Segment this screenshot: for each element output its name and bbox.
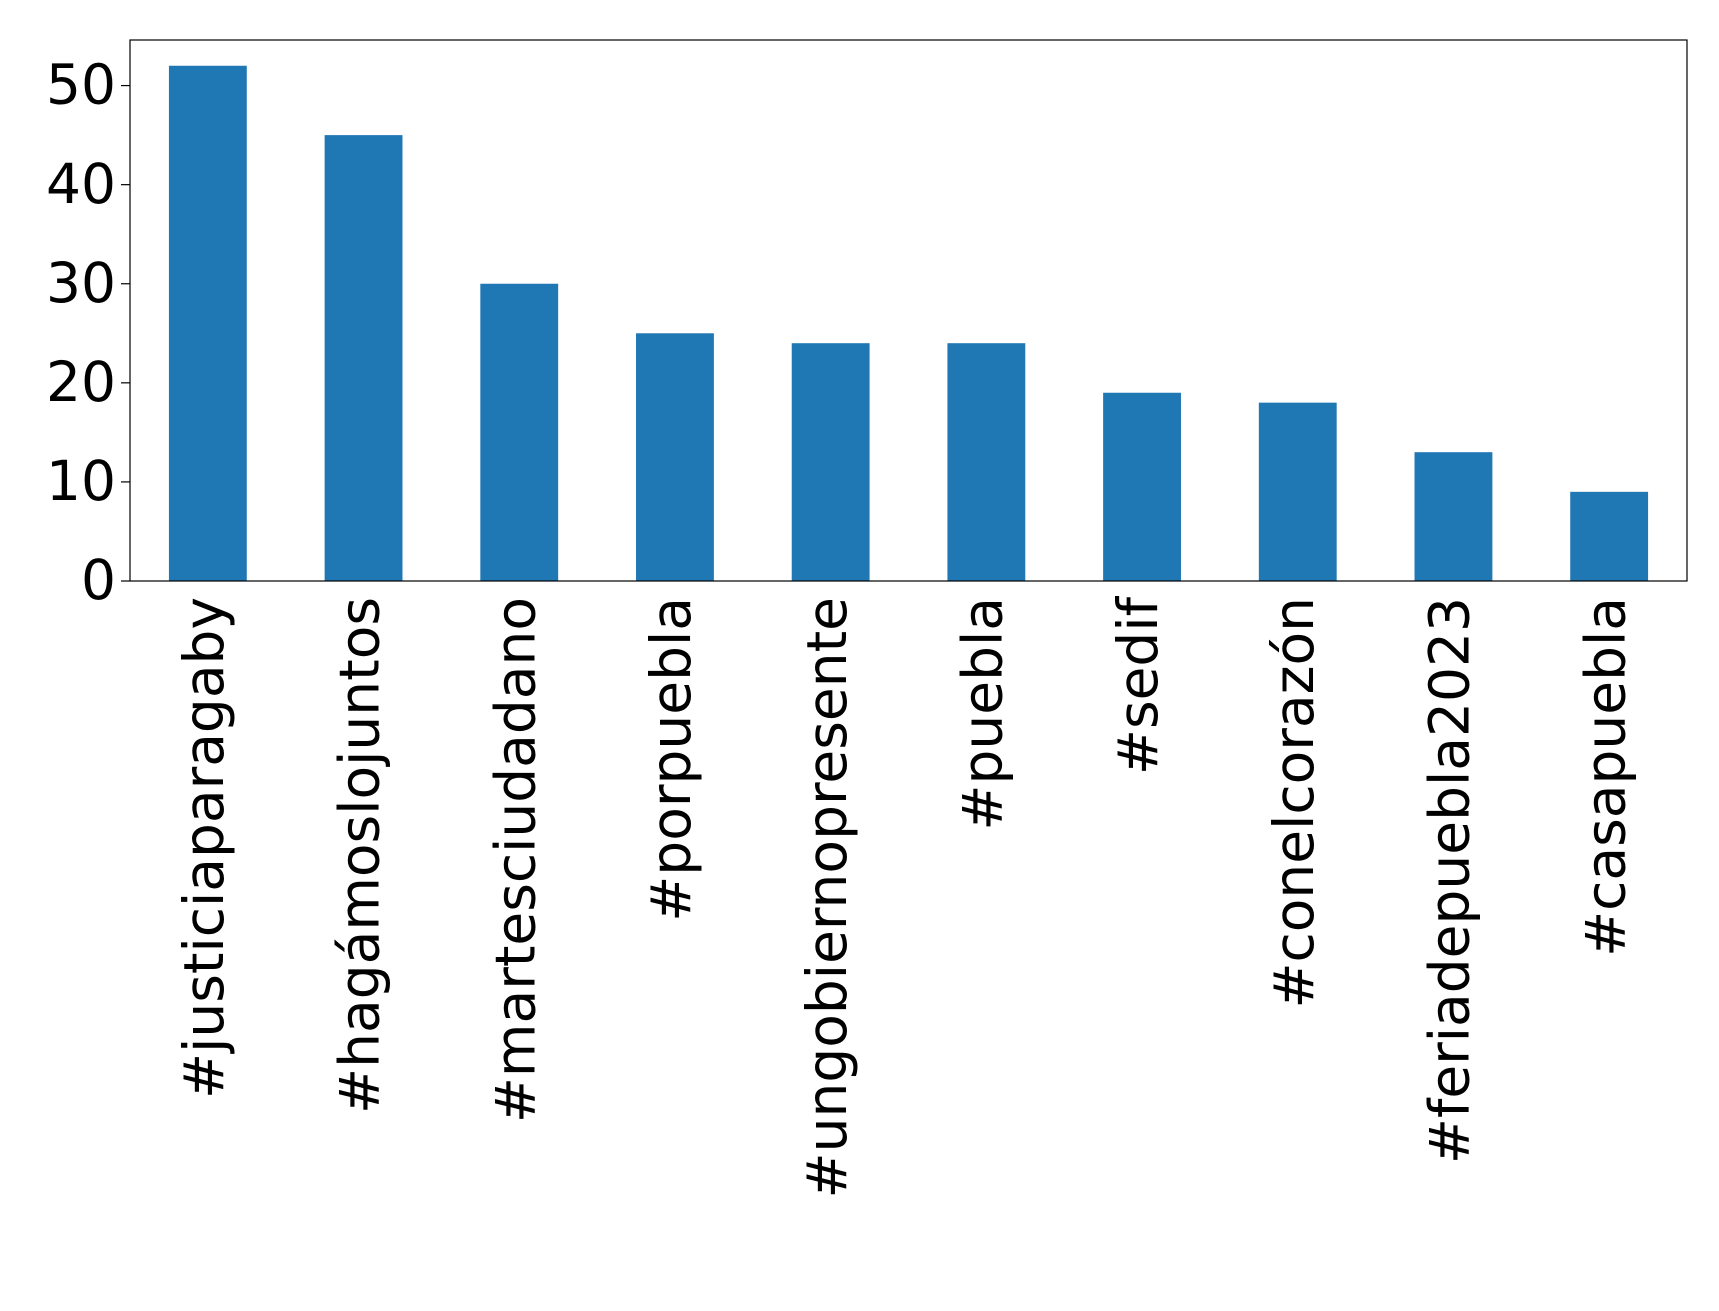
x-tick-label: #puebla — [950, 597, 1014, 831]
y-tick-label: 0 — [81, 548, 116, 612]
bar — [1103, 392, 1181, 581]
bar — [168, 65, 247, 581]
y-tick-label: 30 — [46, 251, 116, 315]
bar — [947, 343, 1026, 581]
x-tick-label: #martesciudadano — [483, 597, 547, 1123]
x-tick-label: #conelcorazón — [1262, 597, 1326, 1009]
y-tick-label: 20 — [46, 350, 116, 414]
x-tick-label: #justiciaparagaby — [172, 597, 236, 1099]
x-tick-label: #casapuebla — [1573, 597, 1637, 957]
bar — [636, 333, 714, 581]
bar — [791, 343, 870, 581]
bar — [324, 135, 403, 581]
bar — [1258, 402, 1337, 581]
x-tick-label: #porpuebla — [639, 597, 703, 922]
y-tick-label: 40 — [46, 152, 116, 216]
x-tick-label: #ungobiernopresente — [795, 597, 859, 1198]
x-tick-label: #feriadepuebla2023 — [1418, 597, 1482, 1164]
y-tick-label: 10 — [46, 449, 116, 513]
y-tick-label: 50 — [46, 53, 116, 117]
bar — [1414, 452, 1493, 581]
bar — [480, 283, 559, 581]
x-tick-label: #sedif — [1106, 595, 1170, 775]
bar — [1570, 491, 1649, 581]
plot-frame — [129, 39, 1688, 582]
x-tick-label: #hagámoslojuntos — [328, 597, 392, 1114]
